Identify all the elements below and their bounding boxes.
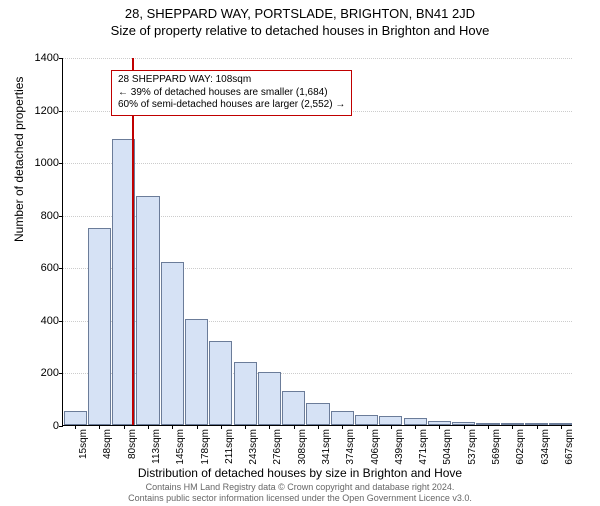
y-tick [59, 268, 63, 269]
histogram-bar [185, 319, 208, 425]
x-tick-label: 80sqm [127, 429, 138, 459]
histogram-bar [258, 372, 281, 425]
x-tick [367, 425, 368, 429]
footer-attribution: Contains HM Land Registry data © Crown c… [0, 482, 600, 504]
y-tick [59, 373, 63, 374]
x-tick [99, 425, 100, 429]
x-tick [172, 425, 173, 429]
x-tick [269, 425, 270, 429]
y-tick [59, 321, 63, 322]
x-tick [75, 425, 76, 429]
x-tick [464, 425, 465, 429]
histogram-bar [355, 415, 378, 426]
x-tick [439, 425, 440, 429]
annotation-line1: 28 SHEPPARD WAY: 108sqm [118, 74, 345, 87]
x-tick [415, 425, 416, 429]
x-tick-label: 471sqm [418, 429, 429, 465]
x-tick [294, 425, 295, 429]
y-tick [59, 111, 63, 112]
x-tick-label: 15sqm [78, 429, 89, 459]
y-tick-label: 1000 [35, 157, 59, 169]
x-tick-label: 276sqm [272, 429, 283, 465]
x-tick-label: 145sqm [175, 429, 186, 465]
x-tick-label: 211sqm [224, 429, 235, 464]
y-tick-label: 200 [41, 367, 59, 379]
footer-line2: Contains public sector information licen… [0, 493, 600, 504]
x-tick [124, 425, 125, 429]
y-gridline [63, 58, 572, 59]
y-tick [59, 58, 63, 59]
x-tick [245, 425, 246, 429]
x-tick [561, 425, 562, 429]
y-tick [59, 216, 63, 217]
page-title-line2: Size of property relative to detached ho… [0, 23, 600, 38]
x-tick-label: 602sqm [515, 429, 526, 465]
x-tick-label: 406sqm [370, 429, 381, 465]
x-tick-label: 634sqm [540, 429, 551, 465]
histogram-bar [234, 362, 257, 425]
y-tick-label: 400 [41, 315, 59, 327]
histogram-bar [379, 416, 402, 425]
histogram-bar [331, 411, 354, 425]
y-tick-label: 1200 [35, 105, 59, 117]
annotation-line3: 60% of semi-detached houses are larger (… [118, 99, 345, 112]
x-tick-label: 569sqm [491, 429, 502, 465]
histogram-bar [161, 262, 184, 425]
x-tick-label: 48sqm [102, 429, 113, 459]
histogram-bar [306, 403, 329, 425]
x-tick-label: 374sqm [345, 429, 356, 465]
x-tick [197, 425, 198, 429]
x-tick [342, 425, 343, 429]
x-tick-label: 439sqm [394, 429, 405, 465]
x-tick [148, 425, 149, 429]
annotation-box: 28 SHEPPARD WAY: 108sqm← 39% of detached… [111, 70, 352, 116]
x-tick-label: 113sqm [151, 429, 162, 464]
x-tick [221, 425, 222, 429]
x-tick-label: 504sqm [442, 429, 453, 465]
y-tick-label: 0 [53, 420, 59, 432]
x-tick [512, 425, 513, 429]
y-tick-label: 800 [41, 210, 59, 222]
x-tick-label: 667sqm [564, 429, 575, 465]
histogram-bar [209, 341, 232, 425]
y-axis-title: Number of detached properties [12, 77, 26, 242]
y-tick-label: 600 [41, 262, 59, 274]
x-tick-label: 308sqm [297, 429, 308, 465]
x-tick [318, 425, 319, 429]
histogram-chart: 020040060080010001200140015sqm48sqm80sqm… [62, 58, 572, 426]
annotation-line2: ← 39% of detached houses are smaller (1,… [118, 87, 345, 100]
x-tick-label: 537sqm [467, 429, 478, 465]
footer-line1: Contains HM Land Registry data © Crown c… [0, 482, 600, 493]
x-axis-title: Distribution of detached houses by size … [0, 466, 600, 480]
y-tick [59, 163, 63, 164]
histogram-bar [136, 196, 159, 425]
y-tick [59, 426, 63, 427]
x-tick-label: 178sqm [200, 429, 211, 465]
y-gridline [63, 163, 572, 164]
x-tick [391, 425, 392, 429]
x-tick-label: 243sqm [248, 429, 259, 465]
y-tick-label: 1400 [35, 52, 59, 64]
histogram-bar [282, 391, 305, 425]
page-title-line1: 28, SHEPPARD WAY, PORTSLADE, BRIGHTON, B… [0, 6, 600, 21]
x-tick-label: 341sqm [321, 429, 332, 465]
x-tick [537, 425, 538, 429]
x-tick [488, 425, 489, 429]
histogram-bar [64, 411, 87, 425]
histogram-bar [88, 228, 111, 425]
